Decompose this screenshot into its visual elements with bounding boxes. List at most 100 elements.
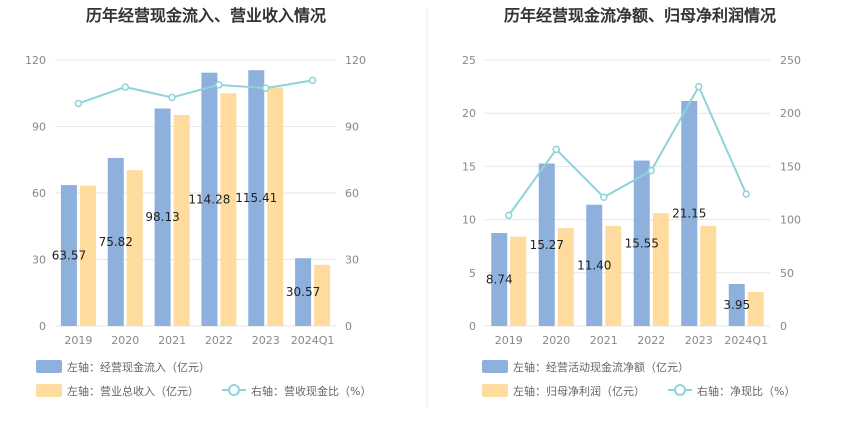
y-tick-label: 0 xyxy=(39,320,46,333)
legend-item-series-3[interactable]: 右轴：净现比（%） xyxy=(668,384,795,398)
legend-item-series-3[interactable]: 右轴：营收现金比（%） xyxy=(222,384,371,398)
data-label: 114.28 xyxy=(188,192,230,206)
legend-item-series-2[interactable]: 左轴：营业总收入（亿元） xyxy=(36,384,199,398)
y-tick-label: 5 xyxy=(469,267,476,280)
y-tick-label: 200 xyxy=(780,107,801,120)
y-tick-label: 0 xyxy=(469,320,476,333)
left-chart-line xyxy=(74,76,317,108)
right-chart-x-axis: 2019 2020 2021 2022 2023 2024Q1 xyxy=(495,334,768,347)
bar-series-2 xyxy=(173,114,190,327)
x-tick-label: 2023 xyxy=(685,334,713,347)
line-point xyxy=(308,76,317,85)
bar-series-2 xyxy=(314,264,331,326)
right-chart-grid xyxy=(485,59,770,327)
x-tick-label: 2019 xyxy=(64,334,92,347)
bar-series-1 xyxy=(586,204,603,326)
legend-label: 右轴：营收现金比（%） xyxy=(251,384,371,398)
bar-series-2 xyxy=(510,236,527,326)
bar-series-2 xyxy=(220,93,237,326)
y-tick-label: 90 xyxy=(32,121,46,134)
x-tick-label: 2022 xyxy=(205,334,233,347)
left-chart: 历年经营现金流入、营业收入情况 0 30 60 90 120 0 30 60 90 120 63… xyxy=(25,6,371,398)
legend-item-series-2[interactable]: 左轴：归母净利润（亿元） xyxy=(482,384,645,398)
line-point xyxy=(505,211,513,220)
x-tick-label: 2024Q1 xyxy=(291,334,335,347)
right-chart-title: 历年经营现金流净额、归母净利润情况 xyxy=(504,6,776,25)
x-tick-label: 2021 xyxy=(158,334,186,347)
right-chart-bars xyxy=(491,100,764,327)
legend-label: 左轴：营业总收入（亿元） xyxy=(67,384,199,398)
y-tick-label: 250 xyxy=(780,54,801,67)
legend-item-series-1[interactable]: 左轴：经营活动现金流净额（亿元） xyxy=(482,360,689,374)
x-tick-label: 2020 xyxy=(111,334,139,347)
x-tick-label: 2021 xyxy=(590,334,618,347)
bar-series-1 xyxy=(201,72,218,326)
bar-series-2 xyxy=(605,225,622,326)
line-point xyxy=(695,82,703,91)
data-label: 21.15 xyxy=(672,206,706,220)
bar-series-2 xyxy=(557,228,574,326)
left-chart-data-labels: 63.57 75.82 98.13 114.28 115.41 30.57 xyxy=(52,191,321,299)
line-point xyxy=(121,83,129,91)
left-chart-left-y-axis: 0 30 60 90 120 xyxy=(25,54,46,333)
bar-series-2 xyxy=(700,225,717,326)
line-point xyxy=(600,193,608,202)
y-tick-label: 30 xyxy=(345,254,359,267)
bar-series-1 xyxy=(60,185,77,326)
y-tick-label: 50 xyxy=(780,267,794,280)
y-tick-label: 15 xyxy=(462,160,476,173)
bar-series-1 xyxy=(295,258,312,326)
y-tick-label: 60 xyxy=(345,187,359,200)
right-chart-left-y-axis: 0 5 10 15 20 25 xyxy=(462,54,476,333)
data-label: 8.74 xyxy=(486,273,513,287)
bar-series-1 xyxy=(633,160,650,326)
legend-swatch-bar-orange xyxy=(482,384,508,397)
bar-series-1 xyxy=(728,283,745,326)
y-tick-label: 90 xyxy=(345,121,359,134)
data-label: 15.55 xyxy=(625,236,659,250)
x-tick-label: 2020 xyxy=(542,334,570,347)
right-chart-data-labels: 8.74 15.27 11.40 15.55 21.15 3.95 xyxy=(486,206,750,312)
line-point xyxy=(552,145,560,154)
left-chart-x-axis: 2019 2020 2021 2022 2023 2024Q1 xyxy=(64,334,334,347)
y-tick-label: 30 xyxy=(32,254,46,267)
legend-label: 左轴：经营现金流入（亿元） xyxy=(67,360,210,374)
line-point xyxy=(647,166,655,175)
y-tick-label: 10 xyxy=(462,214,476,227)
right-chart-legend: 左轴：经营活动现金流净额（亿元） 左轴：归母净利润（亿元） 右轴：净现比（%） xyxy=(482,360,795,398)
data-label: 115.41 xyxy=(235,191,277,205)
legend-label: 左轴：归母净利润（亿元） xyxy=(513,384,645,398)
legend-swatch-bar-blue xyxy=(482,360,508,373)
x-tick-label: 2024Q1 xyxy=(724,334,768,347)
bar-series-1 xyxy=(491,233,508,326)
bar-series-1 xyxy=(248,70,265,326)
left-chart-grid xyxy=(55,59,336,327)
bar-series-2 xyxy=(79,185,96,326)
right-chart-right-y-axis: 0 50 100 150 200 250 xyxy=(780,54,801,333)
y-tick-label: 0 xyxy=(780,320,787,333)
data-label: 30.57 xyxy=(286,285,320,299)
left-chart-title: 历年经营现金流入、营业收入情况 xyxy=(86,6,326,25)
x-tick-label: 2019 xyxy=(495,334,523,347)
y-tick-label: 100 xyxy=(780,214,801,227)
legend-item-series-1[interactable]: 左轴：经营现金流入（亿元） xyxy=(36,360,210,374)
bar-series-2 xyxy=(126,170,143,326)
legend-label: 右轴：净现比（%） xyxy=(697,384,795,398)
bar-series-2 xyxy=(747,291,764,326)
left-chart-legend: 左轴：经营现金流入（亿元） 左轴：营业总收入（亿元） 右轴：营收现金比（%） xyxy=(36,360,371,398)
left-chart-bars xyxy=(60,70,331,327)
bar-series-2 xyxy=(652,213,669,326)
bar-series-1 xyxy=(154,108,171,326)
data-label: 3.95 xyxy=(723,298,750,312)
line-point xyxy=(742,190,750,198)
legend-swatch-marker xyxy=(228,384,240,396)
y-tick-label: 120 xyxy=(25,54,46,67)
line-point xyxy=(74,99,83,108)
bar-series-2 xyxy=(267,87,284,326)
legend-swatch-marker xyxy=(674,384,686,396)
bar-series-1 xyxy=(107,157,124,326)
data-label: 98.13 xyxy=(145,210,179,224)
legend-label: 左轴：经营活动现金流净额（亿元） xyxy=(513,360,689,374)
data-label: 75.82 xyxy=(99,235,133,249)
line-point xyxy=(262,84,270,92)
